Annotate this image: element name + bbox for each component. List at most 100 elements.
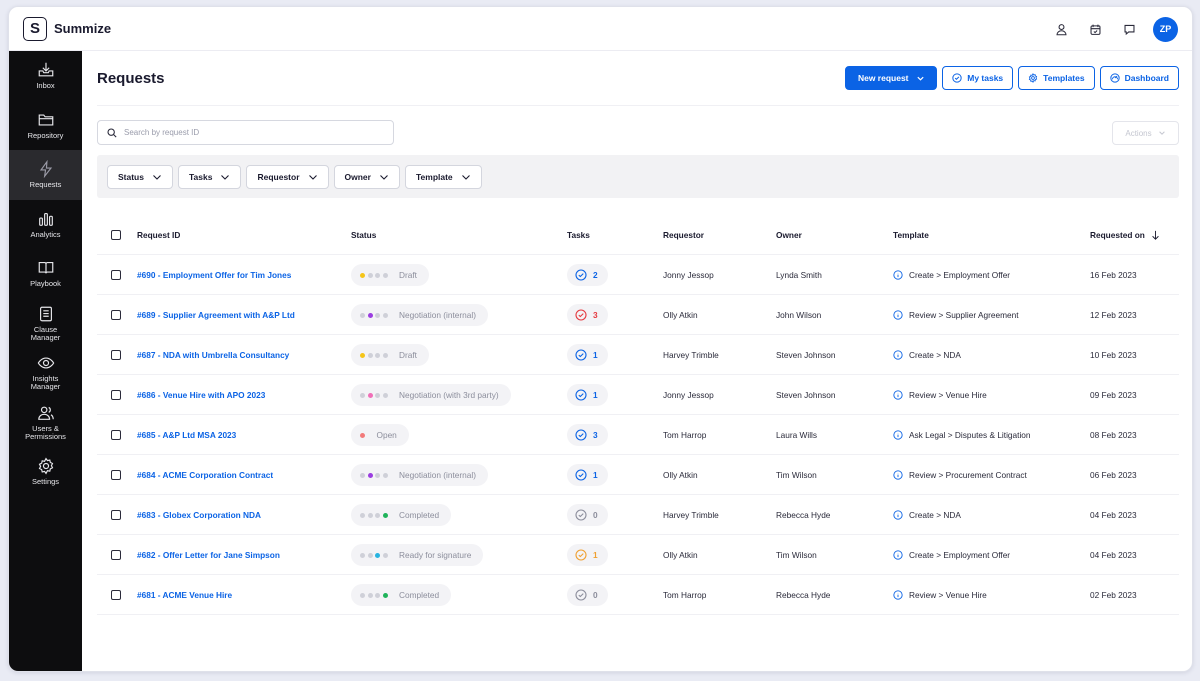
row-checkbox[interactable] [111, 430, 121, 440]
request-id-link[interactable]: #683 - Globex Corporation NDA [137, 510, 262, 520]
filter-bar: Status Tasks Requestor Owner Template [97, 155, 1179, 198]
status-stage-dot [375, 552, 380, 558]
sidebar-item-label: Insights Manager [30, 374, 61, 392]
table-row[interactable]: #687 - NDA with Umbrella Consultancy Draf… [97, 335, 1179, 375]
task-count-badge[interactable]: 0 [567, 584, 608, 606]
task-check-icon [575, 549, 587, 561]
row-checkbox[interactable] [111, 390, 121, 400]
info-icon [893, 550, 903, 560]
template-cell: Review > Supplier Agreement [893, 295, 1019, 335]
select-all-checkbox[interactable] [111, 230, 121, 240]
sidebar-item-playbook[interactable]: Playbook [9, 249, 82, 299]
filter-requestor[interactable]: Requestor [246, 164, 329, 189]
status-dots [360, 392, 390, 398]
sidebar-item-clause-manager[interactable]: Clause Manager [9, 299, 82, 349]
task-check-icon [575, 389, 587, 401]
task-count-badge[interactable]: 3 [567, 424, 608, 446]
my-tasks-button[interactable]: My tasks [942, 66, 1014, 90]
row-checkbox[interactable] [111, 510, 121, 520]
requestor-name: Harvey Trimble [663, 350, 719, 360]
request-id-link[interactable]: #682 - Offer Letter for Jane Simpson [137, 550, 280, 560]
table-row[interactable]: #684 - ACME Corporation Contract Negotiat… [97, 455, 1179, 495]
sidebar-item-analytics[interactable]: Analytics [9, 200, 82, 250]
column-header-owner[interactable]: Owner [776, 230, 802, 240]
column-header-requested-on[interactable]: Requested on [1090, 215, 1160, 255]
table-row[interactable]: #683 - Globex Corporation NDA Completed 0 H… [97, 495, 1179, 535]
sidebar-item-settings[interactable]: Settings [9, 447, 82, 497]
status-stage-dot [382, 512, 388, 518]
search-input[interactable]: Search by request ID [97, 120, 394, 145]
task-count-badge[interactable]: 1 [567, 464, 608, 486]
status-stage-dot [367, 552, 373, 558]
request-id-link[interactable]: #689 - Supplier Agreement with A&P Ltd [137, 310, 295, 320]
column-header-template[interactable]: Template [893, 230, 929, 240]
task-count-badge[interactable]: 1 [567, 384, 608, 406]
table-row[interactable]: #682 - Offer Letter for Jane Simpson Read… [97, 535, 1179, 575]
request-id-link[interactable]: #681 - ACME Venue Hire [137, 590, 233, 600]
new-request-button[interactable]: New request [845, 66, 938, 90]
filter-owner[interactable]: Owner [333, 164, 400, 189]
filter-tasks[interactable]: Tasks [177, 164, 242, 189]
row-checkbox[interactable] [111, 590, 121, 600]
task-count-badge[interactable]: 3 [567, 304, 608, 326]
task-count-badge[interactable]: 1 [567, 344, 608, 366]
status-dots [360, 592, 390, 598]
request-id-link[interactable]: #690 - Employment Offer for Tim Jones [137, 270, 292, 280]
status-dots [360, 512, 390, 518]
sidebar-item-inbox[interactable]: Inbox [9, 51, 82, 101]
request-id-link[interactable]: #686 - Venue Hire with APO 2023 [137, 390, 266, 400]
request-id-link[interactable]: #684 - ACME Corporation Contract [137, 470, 274, 480]
status-dots [360, 472, 390, 478]
status-stage-dot [375, 592, 380, 598]
table-row[interactable]: #686 - Venue Hire with APO 2023 Negotiati… [97, 375, 1179, 415]
status-badge: Completed [351, 504, 452, 526]
table-row[interactable]: #689 - Supplier Agreement with A&P Ltd Ne… [97, 295, 1179, 335]
table-row[interactable]: #685 - A&P Ltd MSA 2023 Open 3 Tom Harrop La… [97, 415, 1179, 455]
task-count-badge[interactable]: 2 [567, 264, 608, 286]
column-header-requestor[interactable]: Requestor [663, 230, 705, 240]
chat-icon[interactable] [1115, 15, 1143, 43]
chevron-down-icon [1158, 131, 1165, 135]
task-count-badge[interactable]: 1 [567, 544, 608, 566]
requested-date: 16 Feb 2023 [1090, 270, 1137, 280]
actions-button[interactable]: Actions [1112, 121, 1179, 145]
row-checkbox[interactable] [111, 310, 121, 320]
user-icon[interactable] [1047, 15, 1075, 43]
sidebar-item-requests[interactable]: Requests [9, 150, 82, 200]
status-stage-dot [367, 352, 373, 358]
calendar-icon[interactable] [1081, 15, 1109, 43]
template-cell: Ask Legal > Disputes & Litigation [893, 415, 1031, 455]
info-icon [893, 310, 903, 320]
sidebar-item-users-permissions[interactable]: Users & Permissions [9, 398, 82, 448]
template-name: Review > Procurement Contract [909, 470, 1027, 480]
column-header-status[interactable]: Status [351, 230, 377, 240]
column-header-tasks[interactable]: Tasks [567, 230, 590, 240]
task-count-badge[interactable]: 0 [567, 504, 608, 526]
table-row[interactable]: #681 - ACME Venue Hire Completed 0 Tom Harr… [97, 575, 1179, 615]
filter-status[interactable]: Status [107, 164, 173, 189]
sidebar-item-label: Requests [29, 180, 62, 190]
dashboard-button[interactable]: Dashboard [1099, 66, 1179, 90]
request-id-link[interactable]: #687 - NDA with Umbrella Consultancy [137, 350, 290, 360]
table-row[interactable]: #690 - Employment Offer for Tim Jones Dra… [97, 255, 1179, 295]
sidebar-item-insights-manager[interactable]: Insights Manager [9, 348, 82, 398]
status-badge: Negotiation (with 3rd party) [351, 384, 511, 406]
row-checkbox[interactable] [111, 350, 121, 360]
chevron-down-icon [916, 76, 924, 81]
template-name: Create > Employment Offer [909, 270, 1011, 280]
status-stage-dot [360, 272, 365, 278]
filter-template[interactable]: Template [404, 164, 482, 189]
row-checkbox[interactable] [111, 550, 121, 560]
owner-name: Lynda Smith [776, 270, 822, 280]
row-checkbox[interactable] [111, 270, 121, 280]
row-checkbox[interactable] [111, 470, 121, 480]
template-cell: Create > Employment Offer [893, 255, 1010, 295]
sidebar-item-repository[interactable]: Repository [9, 101, 82, 151]
logo[interactable]: S Summize [23, 16, 111, 41]
status-stage-dot [382, 392, 388, 398]
templates-button[interactable]: Templates [1018, 66, 1095, 90]
column-header-id[interactable]: Request ID [137, 230, 181, 240]
request-id-link[interactable]: #685 - A&P Ltd MSA 2023 [137, 430, 237, 440]
user-avatar[interactable]: ZP [1153, 16, 1178, 42]
template-name: Review > Supplier Agreement [909, 310, 1019, 320]
